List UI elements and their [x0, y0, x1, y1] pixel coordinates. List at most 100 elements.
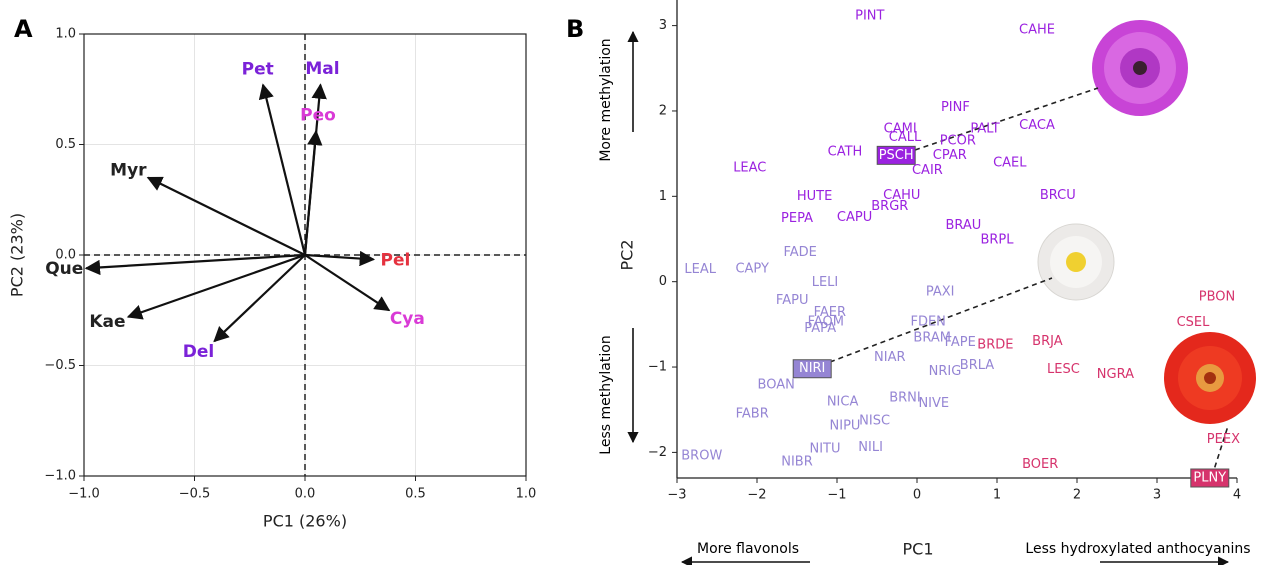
species-label: HUTE [797, 189, 832, 204]
species-label: NITU [809, 441, 840, 456]
species-label: BRAM [913, 331, 951, 346]
species-label: CAHU [883, 188, 920, 203]
y-tick-label: 0 [659, 274, 667, 289]
x-tick-label: 1 [993, 488, 1001, 503]
species-label: BRPL [980, 232, 1014, 247]
highlight-box [792, 359, 832, 379]
y-tick-label: 2 [659, 103, 667, 118]
species-label: PINF [941, 100, 970, 115]
x-tick-label: 0.0 [295, 487, 316, 502]
species-label: NILI [858, 440, 883, 455]
highlight-box [876, 145, 916, 165]
species-label: LELI [812, 275, 839, 290]
loading-arrow [304, 250, 376, 267]
species-label: BRAU [945, 218, 981, 233]
species-label: FAPU [776, 293, 809, 308]
loading-label: Mal [305, 59, 339, 79]
loading-arrow [126, 253, 306, 320]
loading-arrow [146, 176, 306, 256]
species-label: PAPA [804, 321, 836, 336]
y-axis-label: PC2 (23%) [8, 213, 27, 297]
loading-label: Cya [390, 309, 425, 329]
y-tick-label: 1.0 [55, 27, 76, 42]
species-label: CAPU [837, 210, 872, 225]
species-label: PAXI [926, 284, 955, 299]
species-label: BRNI [889, 390, 921, 405]
x-tick-label: −0.5 [179, 487, 211, 502]
species-label: FAOM [808, 314, 844, 329]
connectors [829, 87, 1229, 477]
y-tick-label: 3 [659, 18, 667, 33]
species-label: NIRI [799, 361, 825, 376]
species-label: NISC [859, 413, 890, 428]
species-label: CAMI [884, 121, 917, 136]
loading-label: Pel [381, 250, 411, 270]
species-label: NIVE [918, 396, 949, 411]
x-tick-label: 2 [1073, 488, 1081, 503]
loading-arrow [213, 254, 306, 343]
loading-label: Myr [110, 161, 147, 181]
species-label: CAEL [993, 156, 1027, 171]
species-label: NICA [827, 395, 859, 410]
species-label: LEAL [684, 262, 716, 277]
species-label: CSEL [1177, 315, 1211, 330]
species-label: FABR [736, 406, 769, 421]
species-label: BRGR [871, 199, 908, 214]
loading-label: Del [183, 342, 214, 362]
species-label: CALL [889, 130, 922, 145]
species-label: FAER [814, 305, 846, 320]
loading-label: Peo [300, 105, 336, 125]
species-label: NIBR [781, 454, 813, 469]
panel-label: B [566, 15, 584, 43]
species-label: NRIG [929, 364, 962, 379]
y-axis-label: PC2 [618, 240, 637, 271]
species-label: BRJA [1032, 334, 1063, 349]
species-label: CACA [1019, 118, 1055, 133]
x-tick-label: 1.0 [516, 487, 537, 502]
y-tick-label: −2 [648, 445, 667, 460]
species-label: PLNY [1193, 471, 1226, 486]
species-label: PINT [855, 9, 884, 24]
x-tick-label: 0.5 [405, 487, 426, 502]
flower-red [1164, 332, 1256, 424]
species-label: CAPY [735, 261, 769, 276]
x-tick-label: 0 [913, 488, 921, 503]
species-label: NIPU [830, 418, 861, 433]
species-label: FADE [783, 245, 816, 260]
species-label: BRCU [1040, 188, 1076, 203]
species-label: BOER [1022, 457, 1058, 472]
species-label: FDEN [910, 314, 945, 329]
y-tick-label: 0.0 [55, 248, 76, 263]
loading-arrow [303, 129, 323, 256]
species-label: BOAN [758, 377, 795, 392]
loading-arrow [84, 253, 306, 276]
species-label: CAIR [912, 163, 943, 178]
flower-purple [1092, 20, 1188, 116]
species-label: CPAR [933, 148, 967, 163]
y-tick-label: −0.5 [44, 358, 76, 373]
y-tick-label: −1 [648, 360, 667, 375]
species-label: PBON [1199, 290, 1236, 305]
species-label: PALT [970, 121, 999, 136]
species-label: BRDE [977, 337, 1013, 352]
x-tick-label: −3 [667, 488, 686, 503]
loading-arrow [304, 254, 391, 312]
species-label: NIAR [874, 350, 905, 365]
flower-white [1037, 223, 1115, 301]
species-label: BROW [681, 448, 722, 463]
species-label: PSCH [879, 148, 914, 163]
y-tick-label: 1 [659, 189, 667, 204]
highlight-box [1190, 468, 1230, 488]
y-tick-label: −1.0 [44, 469, 76, 484]
species-label: CATH [828, 144, 863, 159]
species-label: FAPE [945, 335, 976, 350]
annotation: More methylation [598, 38, 614, 161]
annotation: Less methylation [598, 335, 614, 454]
annotation: Less hydroxylated anthocyanins [1025, 541, 1250, 557]
loading-label: Pet [242, 59, 274, 79]
loading-label: Que [45, 259, 83, 279]
species-label: NGRA [1097, 367, 1134, 382]
x-tick-label: −2 [747, 488, 766, 503]
panel-label: A [14, 15, 33, 43]
